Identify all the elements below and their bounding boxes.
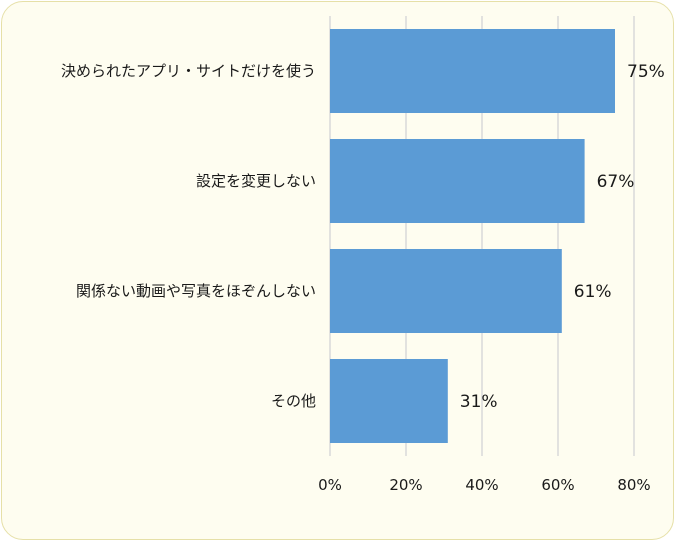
x-tick-labels: 0% 20% 40% 60% 80% [318, 476, 651, 494]
data-labels: 75% 67% 61% 31% [460, 62, 665, 412]
x-tick-label: 80% [617, 476, 650, 494]
bar [330, 249, 562, 333]
data-label: 61% [574, 282, 612, 302]
bar [330, 139, 585, 223]
category-label: 設定を変更しない [196, 172, 316, 190]
category-labels: 決められたアプリ・サイトだけを使う設定を変更しない関係ない動画や写真をほぞんしな… [61, 62, 316, 410]
bar [330, 29, 615, 113]
data-label: 75% [627, 62, 665, 82]
category-label: その他 [271, 392, 316, 410]
data-label: 67% [597, 172, 635, 192]
x-tick-label: 40% [465, 476, 498, 494]
category-label: 関係ない動画や写真をほぞんしない [76, 282, 316, 300]
x-tick-label: 20% [389, 476, 422, 494]
x-tick-label: 60% [541, 476, 574, 494]
category-label: 決められたアプリ・サイトだけを使う [61, 62, 316, 80]
bars [330, 29, 615, 443]
x-tick-label: 0% [318, 476, 342, 494]
bar [330, 359, 448, 443]
data-label: 31% [460, 392, 498, 412]
